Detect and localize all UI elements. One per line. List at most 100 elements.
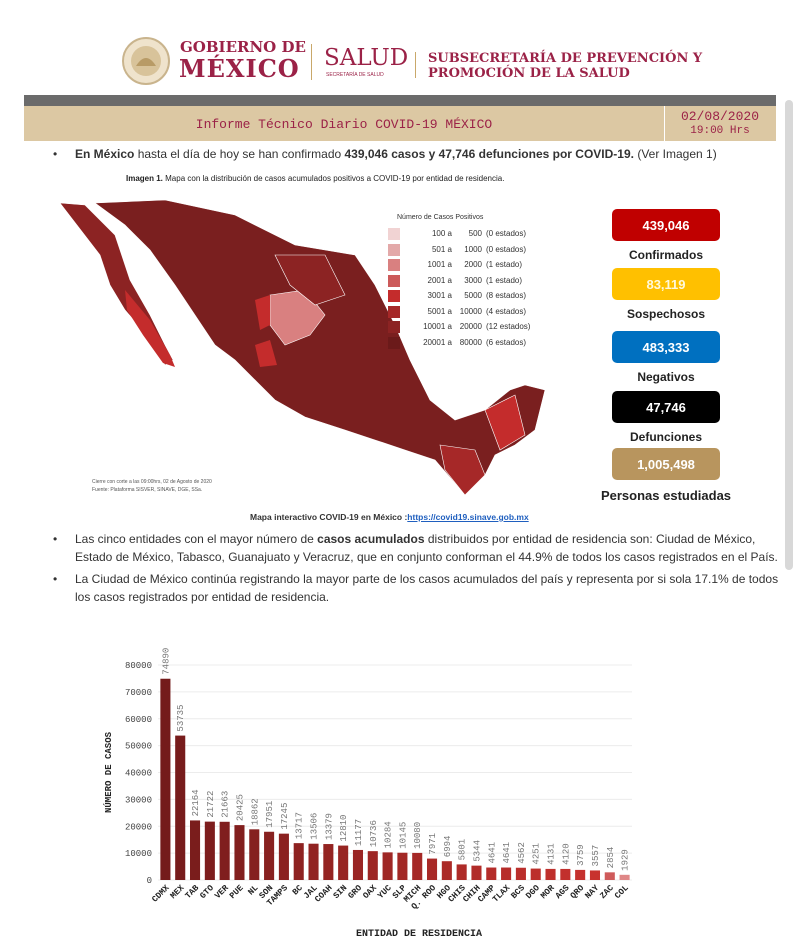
stat-box-sospechosos: 83,119 xyxy=(612,268,720,300)
stat-label: Confirmados xyxy=(628,248,703,262)
map-note-source: Fuente: Plataforma SISVER, SINAVE, DGE, … xyxy=(92,487,203,493)
legend-from: 1001 a xyxy=(427,260,452,269)
legend-item: 10001 a 20000 (12 estados) xyxy=(388,321,530,333)
x-category-label: GTO xyxy=(198,883,216,901)
y-tick-label: 0 xyxy=(147,876,152,886)
bar-value-label: 74890 xyxy=(161,648,171,675)
bar-col xyxy=(619,874,630,880)
stat-label: Personas estudiadas xyxy=(600,488,732,503)
bar-tamps xyxy=(278,833,289,880)
bar-bcs xyxy=(515,867,526,880)
bar-ags xyxy=(560,868,571,880)
legend-count: (4 estados) xyxy=(486,306,527,316)
legend-item: 1001 a 2000 (1 estado) xyxy=(388,259,522,271)
stat-label: Defunciones xyxy=(629,430,702,444)
legend-to: 80000 xyxy=(459,337,482,347)
legend-item: 100 a 500 (0 estados) xyxy=(388,228,526,240)
x-category-label: DGO xyxy=(524,883,542,901)
divider xyxy=(664,106,665,141)
bar-value-label: 13379 xyxy=(324,813,334,840)
report-date: 02/08/2020 xyxy=(680,109,759,124)
legend-to: 5000 xyxy=(464,291,482,300)
bar-value-label: 6994 xyxy=(443,836,453,858)
bar-value-label: 12810 xyxy=(339,815,349,842)
bar-mor xyxy=(545,868,556,880)
bar-ver xyxy=(219,821,230,880)
bar-chis xyxy=(456,864,467,880)
stat-box-negativos: 483,333 xyxy=(612,331,720,363)
bar-tab xyxy=(189,820,201,880)
legend-to: 3000 xyxy=(464,275,482,285)
bar-value-label: 21663 xyxy=(221,791,231,818)
subsecretaria-line2: PROMOCIÓN DE LA SALUD xyxy=(428,66,630,81)
bullet-list: Las cinco entidades con el mayor número … xyxy=(53,530,780,610)
legend-from: 5001 a xyxy=(427,306,452,316)
bar-value-label: 13506 xyxy=(310,813,320,840)
x-category-label: PUE xyxy=(228,883,246,901)
scrollbar[interactable] xyxy=(785,100,793,570)
x-category-label: SIN xyxy=(331,883,349,901)
bar-slp xyxy=(397,852,408,880)
bar-value-label: 4562 xyxy=(517,842,527,864)
x-axis-title: ENTIDAD DE RESIDENCIA xyxy=(356,929,482,940)
bar-tlax xyxy=(501,867,512,880)
legend-item: 20001 a 80000 (6 estados) xyxy=(388,336,526,349)
y-tick-label: 60000 xyxy=(125,715,152,725)
subsecretaria-title: SUBSECRETARÍA DE PREVENCIÓN Y PROMOCIÓN … xyxy=(428,51,702,81)
salud-logo: SALUD xyxy=(324,45,409,71)
x-category-label: COL xyxy=(613,883,631,901)
stat-label: Sospechosos xyxy=(626,307,706,321)
top-five-paragraph: Las cinco entidades con el mayor número … xyxy=(53,530,780,566)
intro-text1: hasta el día de hoy se han confirmado xyxy=(134,147,345,161)
bar-value-label: 21722 xyxy=(206,791,216,818)
caption-text: Mapa con la distribución de casos acumul… xyxy=(162,174,505,183)
salud-sub: SECRETARÍA DE SALUD xyxy=(326,72,384,78)
bar-value-label: 4641 xyxy=(502,842,512,864)
bar-value-label: 7971 xyxy=(428,833,438,855)
legend-count: (8 estados) xyxy=(486,291,527,300)
bar-value-label: 2854 xyxy=(606,847,616,869)
legend-title: Número de Casos Positivos xyxy=(397,214,484,221)
bar-value-label: 1929 xyxy=(621,849,631,871)
bar-bc xyxy=(293,843,304,880)
report-datetime: 02/08/2020 19:00 Hrs xyxy=(670,109,770,138)
report-time: 19:00 Hrs xyxy=(690,125,750,137)
y-tick-label: 30000 xyxy=(125,795,152,805)
cdmx-paragraph: La Ciudad de México continúa registrando… xyxy=(53,570,780,606)
legend-swatch xyxy=(388,228,400,240)
bar-nl xyxy=(249,829,260,880)
y-tick-label: 40000 xyxy=(125,769,152,779)
bar-value-label: 17245 xyxy=(280,803,290,830)
bar-qroo xyxy=(426,858,438,880)
bar-value-label: 4120 xyxy=(561,843,571,865)
x-category-label: QRO xyxy=(568,883,586,901)
legend-from: 501 a xyxy=(431,244,452,254)
legend-count: (0 estados) xyxy=(486,244,527,254)
bar-dgo xyxy=(530,868,541,880)
legend-to: 1000 xyxy=(464,244,482,254)
map-nayarit xyxy=(255,340,277,367)
legend-swatch xyxy=(388,290,400,302)
bar-value-label: 10736 xyxy=(369,820,379,847)
bar-sin xyxy=(338,845,349,880)
bar-gro xyxy=(352,849,364,880)
divider xyxy=(311,44,312,80)
intro-bold2: 439,046 casos y 47,746 defunciones por C… xyxy=(344,147,634,161)
legend-swatch xyxy=(388,305,400,318)
map-sonora xyxy=(255,295,270,330)
legend-count: (1 estado) xyxy=(486,275,523,285)
p2-bold: casos acumulados xyxy=(317,532,425,546)
bar-coah xyxy=(323,844,334,880)
map-mainland xyxy=(94,199,546,496)
legend-count: (12 estados) xyxy=(486,322,531,331)
stat-box-defunciones: 47,746 xyxy=(612,391,720,423)
legend-item: 3001 a 5000 (8 estados) xyxy=(388,290,526,302)
intro-bold1: En México xyxy=(75,147,135,161)
interactive-map-link[interactable]: https://covid19.sinave.gob.mx xyxy=(407,512,529,522)
y-tick-label: 20000 xyxy=(125,822,152,832)
cases-bar-chart: 0 10000 20000 30000 40000 50000 60000 70000 8000… xyxy=(103,648,632,940)
legend-swatch xyxy=(388,259,400,271)
bar-value-label: 22164 xyxy=(191,789,201,816)
interactive-map-line: Mapa interactivo COVID-19 en México :htt… xyxy=(250,512,529,523)
